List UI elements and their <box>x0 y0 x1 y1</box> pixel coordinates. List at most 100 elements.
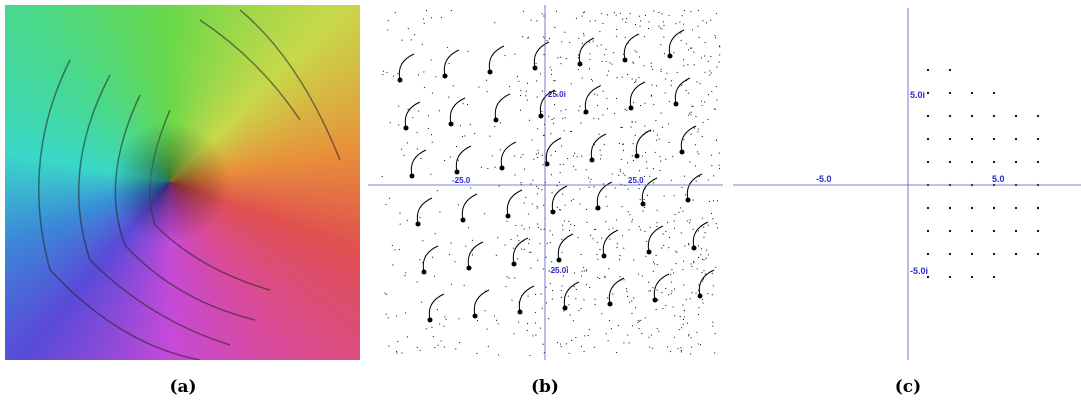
speck <box>544 123 546 125</box>
speck <box>716 200 718 202</box>
speck <box>423 86 425 88</box>
speck <box>545 256 547 258</box>
speck <box>697 289 699 291</box>
speck <box>416 148 418 150</box>
speck <box>561 145 563 147</box>
speck <box>597 207 599 209</box>
speck <box>710 19 712 21</box>
speck <box>697 245 699 247</box>
dot <box>556 257 562 263</box>
speck <box>621 76 623 78</box>
speck <box>498 185 500 187</box>
speck <box>675 100 677 102</box>
speck <box>530 183 532 185</box>
trail <box>443 49 460 77</box>
speck <box>687 64 689 66</box>
speck <box>702 20 704 22</box>
speck <box>451 283 453 285</box>
speck <box>691 47 693 49</box>
speck <box>564 31 566 33</box>
speck <box>600 158 602 160</box>
speck <box>649 226 651 228</box>
speck <box>559 343 561 345</box>
speck <box>652 287 654 289</box>
speck <box>614 113 616 115</box>
dot <box>992 114 996 118</box>
speck <box>579 105 581 107</box>
speck <box>704 273 706 275</box>
dot <box>673 101 679 107</box>
speck <box>584 11 586 13</box>
speck <box>403 154 405 156</box>
speck <box>707 179 709 181</box>
speck <box>443 325 445 327</box>
speck <box>704 41 706 43</box>
speck <box>423 71 425 73</box>
speck <box>581 270 583 272</box>
speck <box>504 55 506 57</box>
speck <box>398 105 400 107</box>
speck <box>711 91 713 93</box>
dot <box>992 252 996 256</box>
speck <box>688 333 690 335</box>
speck <box>455 348 457 350</box>
speck <box>385 293 387 295</box>
dot <box>679 149 685 155</box>
speck <box>406 336 408 338</box>
speck <box>605 196 607 198</box>
speck <box>528 242 530 244</box>
speck <box>690 353 692 355</box>
speck <box>628 229 630 231</box>
trail <box>467 241 484 269</box>
speck <box>524 168 526 170</box>
speck <box>649 175 651 177</box>
dot <box>1014 206 1018 210</box>
trail <box>494 93 511 121</box>
speck <box>422 262 424 264</box>
speck <box>590 79 592 81</box>
speck <box>596 94 598 96</box>
speck <box>452 85 454 87</box>
speck <box>707 254 709 256</box>
speck <box>639 105 641 107</box>
speck <box>702 299 704 301</box>
speck <box>467 104 469 106</box>
speck <box>682 23 684 25</box>
speck <box>575 337 577 339</box>
speck <box>680 39 682 41</box>
speck <box>388 345 390 347</box>
speck <box>613 52 615 54</box>
speck <box>672 155 674 157</box>
dot <box>948 91 952 95</box>
speck <box>605 60 607 62</box>
trail <box>584 85 601 113</box>
speck <box>642 210 644 212</box>
speck <box>385 313 387 315</box>
speck <box>631 219 633 221</box>
speck <box>486 79 488 81</box>
speck <box>404 275 406 277</box>
speck <box>528 227 530 229</box>
speck <box>650 95 652 97</box>
speck <box>601 60 603 62</box>
speck <box>680 350 682 352</box>
speck <box>686 322 688 324</box>
dot <box>403 125 409 131</box>
speck <box>666 346 668 348</box>
speck <box>675 250 677 252</box>
speck <box>577 57 579 59</box>
speck <box>448 62 450 64</box>
dot <box>1036 252 1040 256</box>
dot <box>992 229 996 233</box>
speck <box>537 152 539 154</box>
speck <box>462 135 464 137</box>
speck <box>527 37 529 39</box>
speck <box>551 261 553 263</box>
speck <box>513 247 515 249</box>
speck <box>562 118 564 120</box>
speck <box>669 351 671 353</box>
speck <box>553 80 555 82</box>
speck <box>594 20 596 22</box>
dot <box>685 197 691 203</box>
